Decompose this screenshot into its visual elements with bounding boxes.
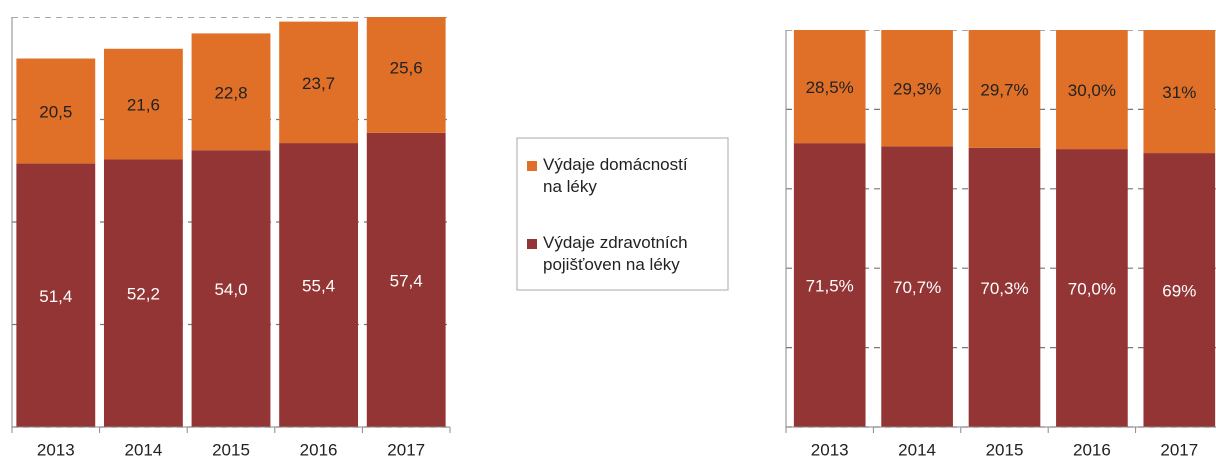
bar-segment [366,132,446,427]
x-tick-label: 2016 [300,440,338,459]
bar-segment [1056,30,1128,150]
bar-segment [881,30,953,147]
data-label: 21,6 [127,96,160,115]
x-tick-label: 2014 [124,440,162,459]
data-label: 22,8 [214,83,247,102]
legend-line: Výdaje zdravotních [543,233,688,252]
bar-segment [1143,30,1216,154]
bar-segment [793,30,866,144]
data-label: 30,0% [1068,81,1116,100]
x-tick-label: 2016 [1073,440,1111,459]
bar-segment [103,48,183,160]
x-tick-label: 2015 [212,440,250,459]
data-label: 70,0% [1068,280,1116,299]
legend-box [516,137,729,291]
legend-line: na léky [543,177,597,196]
bar-segment [103,159,183,427]
data-label: 55,4 [302,277,335,296]
legend: Výdaje domácností na léky Výdaje zdravotní… [527,155,688,274]
bar-segment [968,147,1041,427]
bar-segment [1056,149,1128,427]
x-tick-label: 2017 [387,440,425,459]
x-tick-label: 2013 [37,440,75,459]
right-plot: 71,5% 28,5% 70,7% 29,3% 70,3% 29,7% 70,0% 30,0%… [786,30,1216,428]
bar-segment [366,17,446,133]
data-label: 70,7% [893,278,941,297]
data-label: 57,4 [390,271,423,290]
data-label: 23,7 [302,74,335,93]
data-label: 52,2 [127,285,160,304]
bar-segment [1143,153,1216,427]
axes: 2013 2014 2015 2016 2017 2013 2014 2015 2016 2017 [11,17,1216,459]
legend-label: Výdaje zdravotních pojišťoven na léky [543,233,688,274]
legend-swatch [527,161,537,171]
legend-swatch [527,239,537,249]
data-label: 28,5% [806,78,854,97]
data-label: 71,5% [806,277,854,296]
bar-segment [968,30,1041,148]
data-label: 69% [1162,282,1196,301]
bar-segment [279,21,359,144]
bar-segment [191,33,271,151]
data-label: 29,3% [893,80,941,99]
data-label: 25,6 [390,59,423,78]
bar-segment [191,150,271,427]
bar-segment [279,143,359,427]
x-tick-label: 2015 [986,440,1024,459]
x-tick-label: 2013 [811,440,849,459]
data-label: 31% [1162,83,1196,102]
bar-segment [793,143,866,427]
data-label: 20,5 [39,103,72,122]
data-label: 51,4 [39,287,72,306]
legend-label: Výdaje domácností na léky [543,155,688,196]
left-plot: 51,4 20,5 52,2 21,6 54,0 22,8 55,4 23,7 57,4 25,6 [12,17,450,428]
bar-segment [16,58,96,164]
x-tick-label: 2017 [1160,440,1198,459]
x-tick-label: 2014 [898,440,936,459]
legend-line: Výdaje domácností [543,155,688,174]
data-label: 70,3% [980,279,1028,298]
bar-segment [881,146,953,428]
bar-segment [16,163,96,427]
data-label: 54,0 [214,280,247,299]
legend-line: pojišťoven na léky [543,255,680,274]
data-label: 29,7% [980,80,1028,99]
